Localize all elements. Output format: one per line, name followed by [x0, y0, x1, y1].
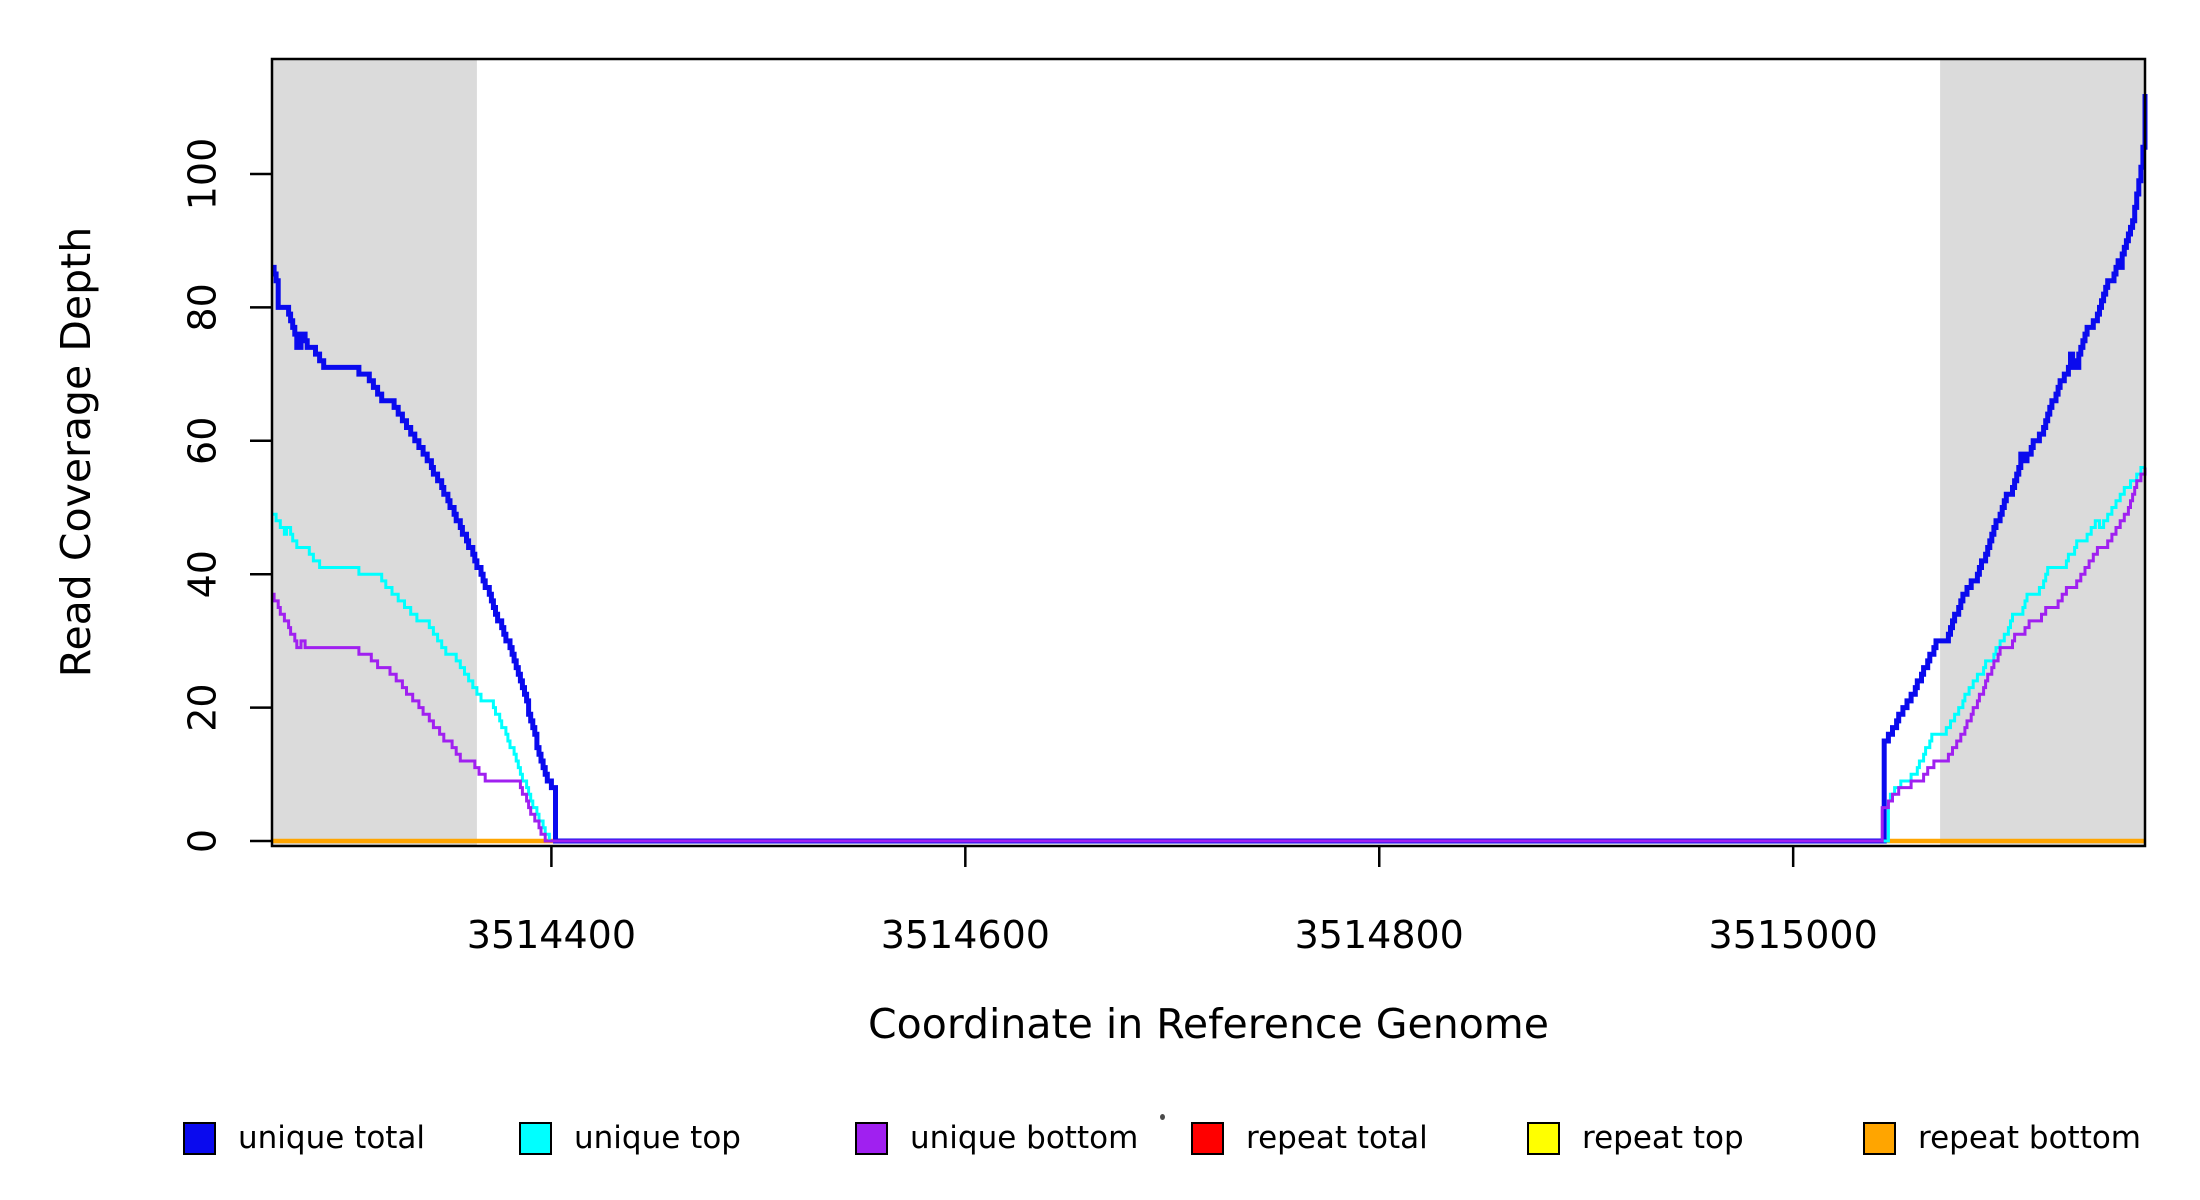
legend-label: unique total	[238, 1120, 426, 1156]
legend-label: repeat bottom	[1918, 1120, 2142, 1156]
legend-item-unique-top: unique top	[519, 1118, 741, 1158]
legend-label: unique bottom	[910, 1120, 1139, 1156]
legend-item-repeat-total: repeat total	[1191, 1118, 1428, 1158]
series-line-unique-total	[271, 94, 2148, 844]
y-tick-label: 40	[181, 550, 225, 598]
legend-item-repeat-bottom: repeat bottom	[1863, 1118, 2141, 1158]
legend-swatch-icon	[1191, 1121, 1224, 1155]
x-tick-label: 3515000	[1709, 913, 1878, 957]
shaded-region	[1940, 59, 2145, 846]
y-tick-label: 0	[181, 829, 225, 853]
y-tick-label: 20	[181, 683, 225, 731]
legend-swatch-icon	[1527, 1121, 1560, 1155]
legend-swatch-icon	[1863, 1121, 1896, 1155]
legend-label: unique top	[574, 1120, 741, 1156]
legend-item-repeat-top: repeat top	[1527, 1118, 1744, 1158]
stray-mark	[1160, 1114, 1165, 1120]
legend: unique total unique top unique bottom repea…	[0, 1118, 2200, 1164]
plot-border	[270, 57, 2147, 848]
legend-item-unique-bottom: unique bottom	[855, 1118, 1138, 1158]
series-line-unique-bottom	[272, 467, 2147, 843]
y-tick-label: 60	[181, 417, 225, 465]
shaded-region	[272, 59, 477, 846]
legend-swatch-icon	[855, 1121, 888, 1155]
x-tick-label: 3514600	[881, 913, 1050, 957]
y-tick-label: 80	[181, 283, 225, 331]
y-tick-label: 100	[181, 138, 225, 211]
x-tick-label: 3514400	[467, 913, 636, 957]
legend-label: repeat top	[1582, 1120, 1744, 1156]
legend-label: repeat total	[1246, 1120, 1428, 1156]
legend-item-unique-total: unique total	[183, 1118, 425, 1158]
x-axis-title: Coordinate in Reference Genome	[868, 1000, 1549, 1048]
legend-swatch-icon	[519, 1121, 552, 1155]
y-axis-title: Read Coverage Depth	[52, 226, 100, 678]
legend-swatch-icon	[183, 1121, 216, 1155]
x-tick-label: 3514800	[1295, 913, 1464, 957]
